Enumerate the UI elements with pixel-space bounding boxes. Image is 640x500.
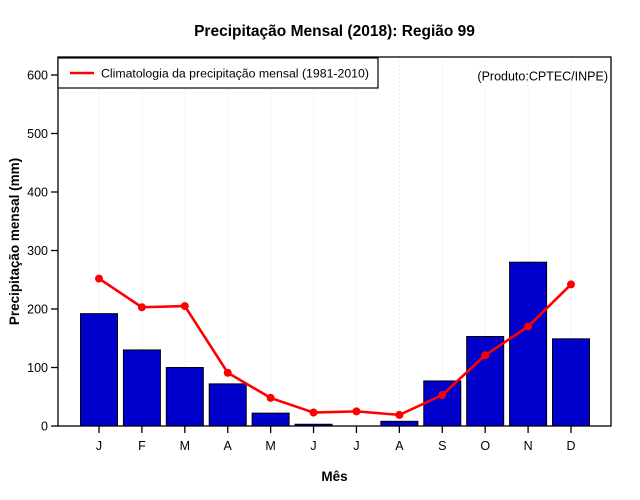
climatology-point-J-0 xyxy=(95,274,103,283)
climatology-point-N-10 xyxy=(524,322,533,331)
climatology-point-A-7 xyxy=(395,410,404,419)
climatology-point-J-6 xyxy=(352,407,361,416)
y-axis-title: Precipitação mensal (mm) xyxy=(7,158,22,325)
x-tick-label: J xyxy=(353,439,359,453)
x-tick-label: S xyxy=(438,439,446,453)
bar-M-2 xyxy=(165,367,204,427)
y-tick-label: 400 xyxy=(27,185,48,199)
climatology-point-S-8 xyxy=(438,390,447,399)
x-axis-title: Mês xyxy=(321,469,347,484)
x-tick-label: F xyxy=(138,439,146,453)
plot-border-box xyxy=(57,56,612,427)
x-tick-label: J xyxy=(96,439,102,453)
climatology-point-O-9 xyxy=(481,351,490,360)
climatology-line-layer xyxy=(95,274,575,419)
x-tick-label: O xyxy=(480,439,490,453)
y-tick-label: 600 xyxy=(27,68,48,82)
bar-F-1 xyxy=(122,349,161,427)
bar-M-4 xyxy=(251,412,290,427)
y-tick-label: 300 xyxy=(27,244,48,258)
x-tick-label: J xyxy=(310,439,316,453)
climatology-point-M-4 xyxy=(266,393,275,402)
x-tick-label: N xyxy=(524,439,533,453)
x-tick-label: M xyxy=(180,439,190,453)
legend-label: Climatologia da precipitação mensal (198… xyxy=(101,67,369,81)
bars-layer xyxy=(80,261,590,427)
y-tick-label: 100 xyxy=(27,361,48,375)
bar-S-8 xyxy=(423,380,462,427)
x-tick-label: A xyxy=(395,439,404,453)
bar-A-3 xyxy=(208,383,247,427)
x-tick-label: D xyxy=(566,439,575,453)
bar-A-7 xyxy=(380,420,419,427)
legend: Climatologia da precipitação mensal (198… xyxy=(57,57,379,89)
y-tick-label: 500 xyxy=(27,127,48,141)
x-tick-label: A xyxy=(224,439,233,453)
product-annotation: (Produto:CPTEC/INPE) xyxy=(477,70,608,84)
bar-J-0 xyxy=(80,313,118,427)
bar-D-11 xyxy=(552,338,590,427)
climatology-line xyxy=(98,277,572,417)
climatology-point-F-1 xyxy=(137,303,146,312)
axes-layer: 0 100 200 300 400 500 600 J F M A M J J A S O N D xyxy=(27,68,575,453)
x-tick-label: M xyxy=(265,439,275,453)
y-tick-label: 0 xyxy=(41,419,48,433)
grid-layer xyxy=(98,57,572,426)
legend-box xyxy=(57,57,379,89)
climatology-point-M-2 xyxy=(180,302,189,311)
bar-N-10 xyxy=(509,261,548,427)
climatology-point-D-11 xyxy=(567,280,575,289)
bar-O-9 xyxy=(466,335,505,427)
y-tick-label: 200 xyxy=(27,302,48,316)
climatology-point-A-3 xyxy=(223,368,232,377)
chart-title: Precipitação Mensal (2018): Região 99 xyxy=(194,23,475,40)
climatology-point-J-5 xyxy=(309,408,318,417)
